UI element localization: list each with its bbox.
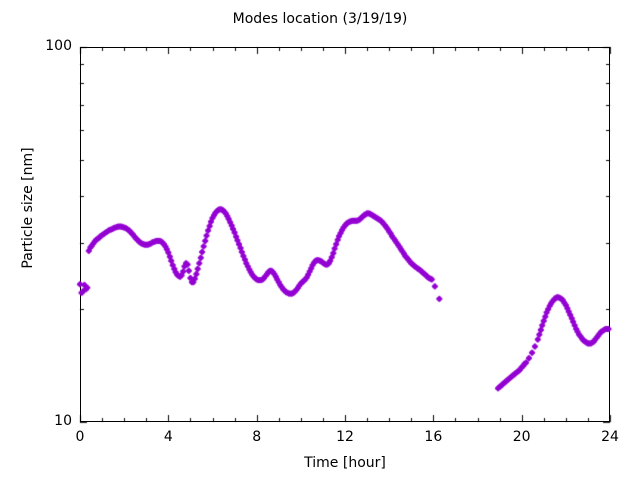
x-tick-label: 12 [336,429,354,445]
x-tick-label: 4 [163,429,173,445]
y-axis-title: Particle size [nm] [20,147,36,269]
x-tick-label: 24 [601,429,619,445]
y-tick-label: 10 [54,413,72,429]
y-tick-label: 100 [45,38,72,54]
x-tick-label: 16 [424,429,443,445]
x-tick-label: 8 [252,429,262,445]
x-tick-label: 20 [512,429,531,445]
x-axis-title: Time [hour] [304,455,386,471]
x-tick-label: 0 [75,429,85,445]
